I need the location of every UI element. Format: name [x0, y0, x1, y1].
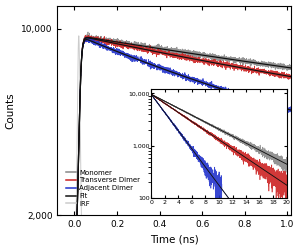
Y-axis label: Counts: Counts: [6, 92, 16, 128]
X-axis label: Time (ns): Time (ns): [150, 234, 199, 244]
Legend: Monomer, Transverse Dimer, Adjacent Dimer, Fit, IRF: Monomer, Transverse Dimer, Adjacent Dime…: [63, 167, 143, 210]
